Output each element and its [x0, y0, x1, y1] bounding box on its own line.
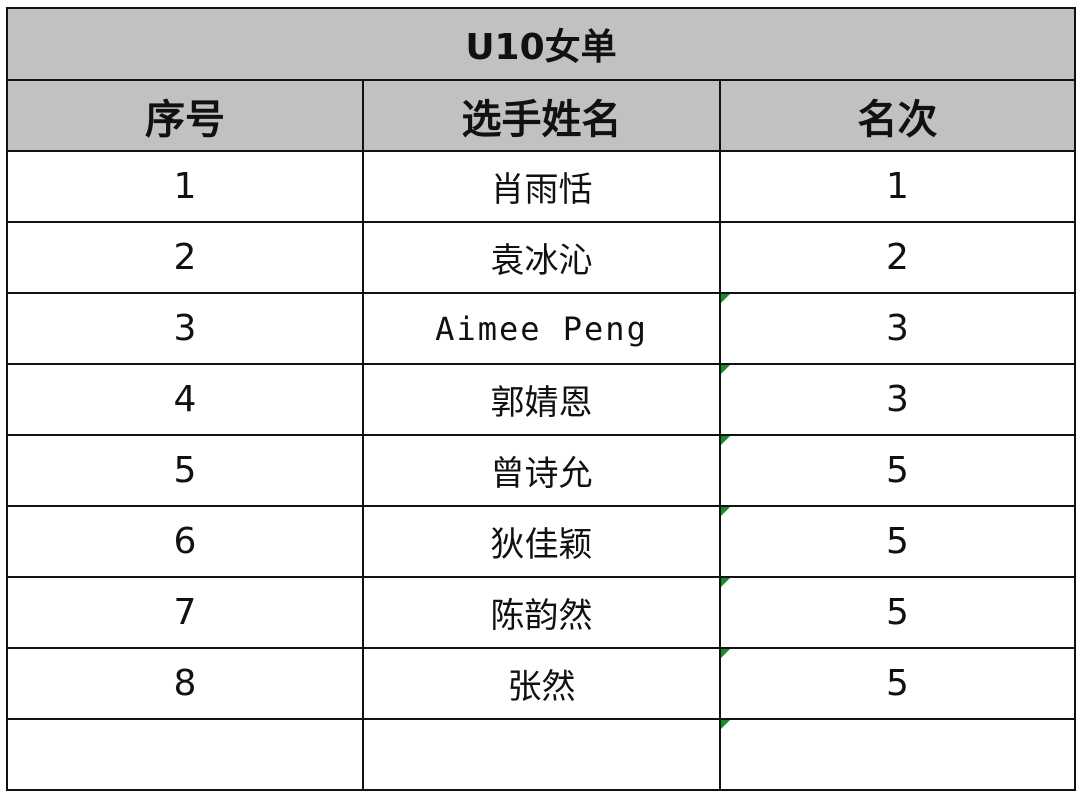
cell-rank [718, 718, 1077, 791]
title-row: U10女单 [5, 7, 1077, 81]
cell-rank: 1 [718, 150, 1077, 223]
cell-player-name: 袁冰沁 [362, 221, 721, 294]
comment-marker-icon [721, 507, 730, 516]
table-row: 4 郭婧恩 3 [6, 363, 1077, 436]
comment-marker-icon [721, 578, 730, 587]
cell-rank: 3 [718, 292, 1077, 365]
rank-value: 3 [886, 308, 909, 349]
cell-player-name [362, 718, 721, 791]
cell-player-name: Aimee Peng [362, 292, 721, 365]
comment-marker-icon [721, 649, 730, 658]
cell-rank: 5 [718, 647, 1077, 720]
cell-number: 7 [6, 576, 364, 649]
cell-number: 5 [6, 434, 364, 507]
cell-number: 1 [6, 150, 364, 223]
table-row: 3 Aimee Peng 3 [6, 292, 1077, 365]
table-row: 7 陈韵然 5 [6, 576, 1077, 649]
comment-marker-icon [721, 436, 730, 445]
cell-number: 6 [6, 505, 364, 578]
header-row: 序号 选手姓名 名次 [6, 79, 1077, 152]
cell-rank: 5 [718, 434, 1077, 507]
rank-value: 5 [886, 521, 909, 562]
cell-number: 2 [6, 221, 364, 294]
cell-player-name: 张然 [362, 647, 721, 720]
comment-marker-icon [721, 294, 730, 303]
cell-player-name: 肖雨恬 [362, 150, 721, 223]
cell-player-name: 狄佳颖 [362, 505, 721, 578]
table-row: 6 狄佳颖 5 [6, 505, 1077, 578]
comment-marker-icon [721, 720, 730, 729]
header-number: 序号 [6, 79, 364, 152]
header-rank: 名次 [718, 79, 1077, 152]
rank-value: 5 [886, 450, 909, 491]
table-title: U10女单 [5, 7, 1077, 81]
cell-player-name: 郭婧恩 [362, 363, 721, 436]
cell-rank: 2 [718, 221, 1077, 294]
rank-value: 5 [886, 663, 909, 704]
table-row: 2 袁冰沁 2 [6, 221, 1077, 294]
cell-player-name: 曾诗允 [362, 434, 721, 507]
cell-number: 8 [6, 647, 364, 720]
cell-number: 4 [6, 363, 364, 436]
comment-marker-icon [721, 365, 730, 374]
cell-player-name: 陈韵然 [362, 576, 721, 649]
rank-value: 1 [886, 166, 909, 207]
header-player-name: 选手姓名 [362, 79, 721, 152]
rank-value: 3 [886, 379, 909, 420]
rank-value: 5 [886, 592, 909, 633]
table-row [6, 718, 1077, 791]
cell-rank: 5 [718, 505, 1077, 578]
rank-value: 2 [886, 237, 909, 278]
table-row: 5 曾诗允 5 [6, 434, 1077, 507]
cell-number [6, 718, 364, 791]
cell-rank: 5 [718, 576, 1077, 649]
table-row: 1 肖雨恬 1 [6, 150, 1077, 223]
cell-rank: 3 [718, 363, 1077, 436]
table-row: 8 张然 5 [6, 647, 1077, 720]
cell-number: 3 [6, 292, 364, 365]
